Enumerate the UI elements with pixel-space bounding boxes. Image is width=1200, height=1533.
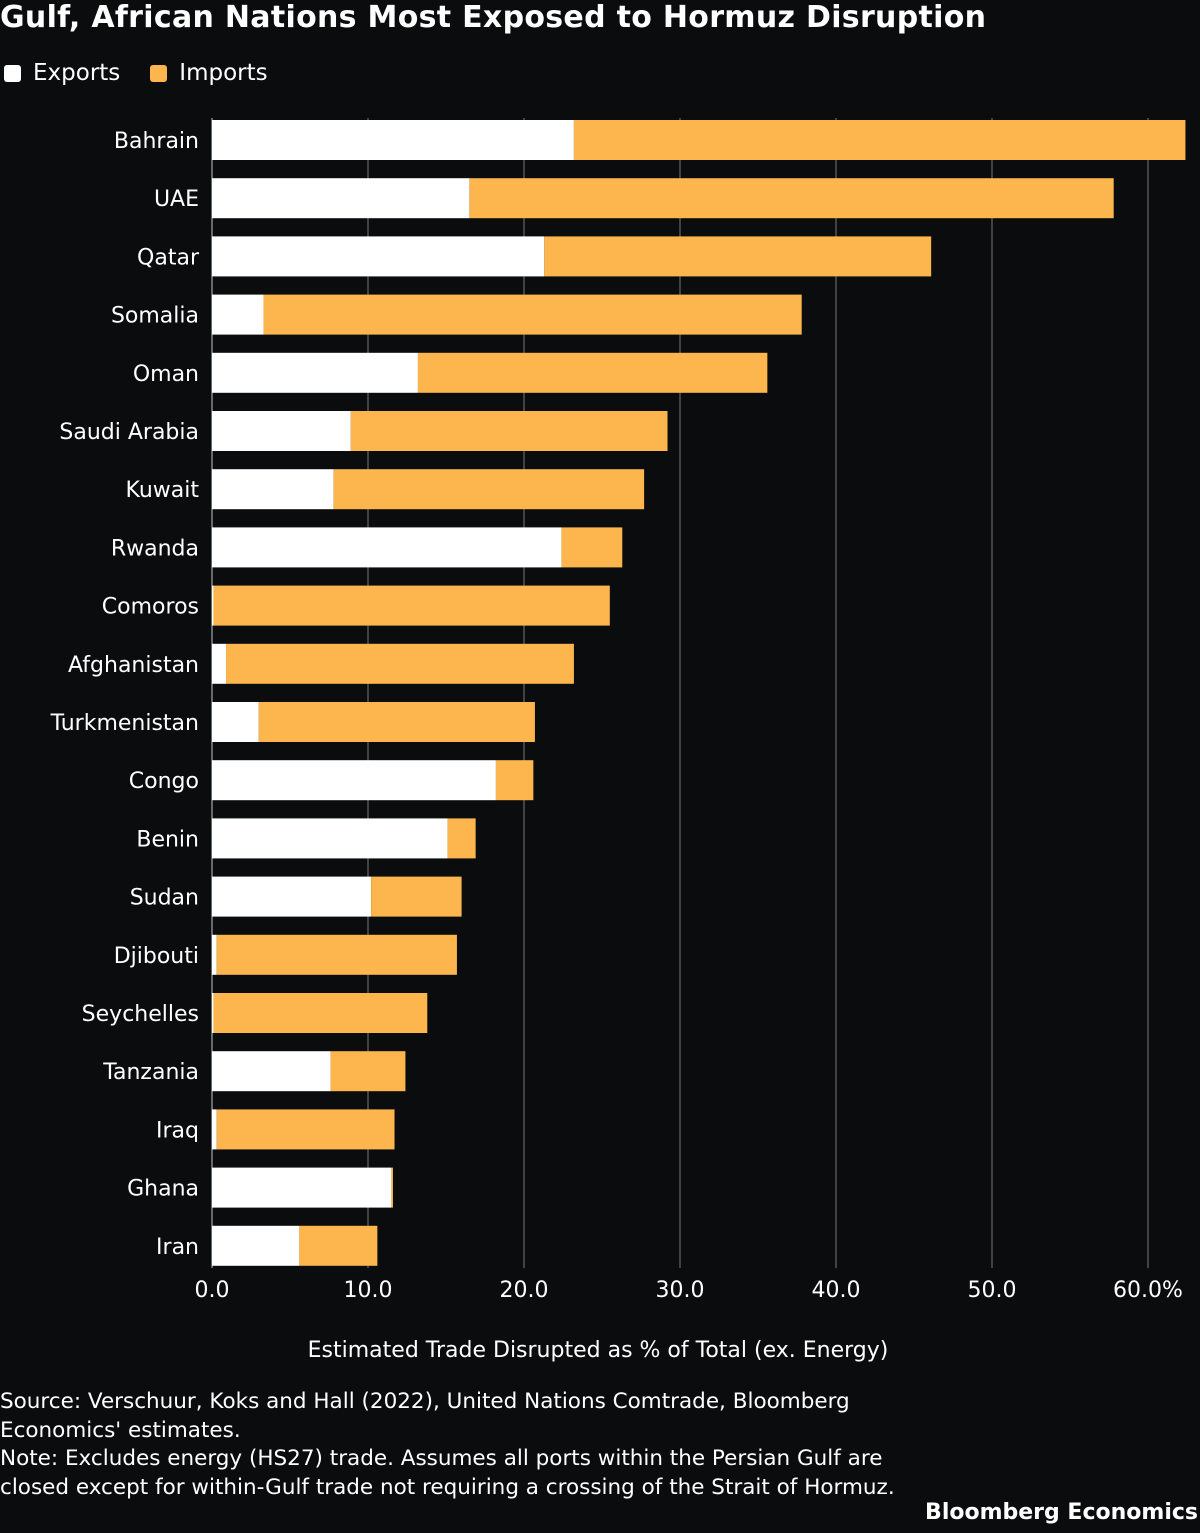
legend-swatch-exports: [4, 64, 21, 82]
bar-imports: [213, 585, 610, 626]
bar-exports: [212, 1225, 300, 1266]
bar-exports: [212, 585, 214, 626]
category-label: Sudan: [130, 886, 199, 911]
bar-exports: [212, 1051, 331, 1092]
category-label: Afghanistan: [68, 653, 199, 678]
bar-exports: [212, 411, 351, 451]
bar-exports: [212, 760, 496, 801]
bar-exports: [212, 178, 470, 219]
bar-imports: [544, 236, 932, 277]
bar-imports: [330, 1051, 406, 1092]
bar-imports: [447, 818, 476, 859]
bar-exports: [212, 527, 562, 568]
footnotes: Source: Verschuur, Koks and Hall (2022),…: [0, 1388, 940, 1502]
category-label: Iran: [156, 1235, 199, 1260]
source-note: Source: Verschuur, Koks and Hall (2022),…: [0, 1389, 850, 1443]
category-label: Seychelles: [82, 1002, 199, 1027]
category-label: Bahrain: [114, 129, 199, 154]
bar-imports: [263, 294, 802, 335]
bar-imports: [226, 643, 574, 684]
x-tick-label: 10.0: [344, 1278, 393, 1303]
x-tick-label: 20.0: [500, 1278, 549, 1303]
bar-imports: [469, 178, 1114, 219]
bar-exports: [212, 993, 214, 1033]
x-axis-title: Estimated Trade Disrupted as % of Total …: [307, 1338, 889, 1363]
bar-exports: [212, 236, 545, 277]
category-label: Turkmenistan: [50, 711, 199, 736]
bar-exports: [212, 469, 334, 510]
category-label: Rwanda: [111, 536, 199, 561]
methodology-note: Note: Excludes energy (HS27) trade. Assu…: [0, 1446, 895, 1500]
bar-imports: [371, 876, 462, 917]
category-label: Kuwait: [126, 478, 200, 503]
category-label: Iraq: [156, 1118, 199, 1143]
legend-item-exports: Exports: [4, 60, 120, 86]
category-label: Tanzania: [102, 1060, 199, 1085]
bar-imports: [391, 1167, 393, 1208]
x-tick-label: 40.0: [812, 1278, 861, 1303]
chart-title: Gulf, African Nations Most Exposed to Ho…: [0, 0, 987, 35]
bar-imports: [216, 934, 457, 975]
bar-imports: [258, 702, 535, 742]
category-label: Djibouti: [114, 944, 199, 969]
bar-imports: [561, 527, 623, 568]
category-label: Comoros: [102, 595, 199, 620]
x-tick-label: 30.0: [656, 1278, 705, 1303]
category-label: Somalia: [111, 304, 199, 329]
bar-imports: [213, 993, 428, 1033]
bar-exports: [212, 352, 418, 393]
category-label: Ghana: [127, 1177, 199, 1202]
bar-imports: [333, 469, 645, 510]
bar-imports: [350, 411, 668, 451]
x-tick-label: 50.0: [968, 1278, 1017, 1303]
legend-swatch-imports: [150, 64, 168, 82]
x-tick-label: 60.0%: [1113, 1278, 1183, 1303]
category-label: Benin: [136, 827, 199, 852]
bar-imports: [417, 352, 768, 393]
bar-imports: [216, 1109, 395, 1150]
x-tick-label: 0.0: [195, 1278, 230, 1303]
legend-label-exports: Exports: [33, 60, 121, 86]
legend-item-imports: Imports: [150, 60, 268, 86]
bar-exports: [212, 120, 574, 160]
bar-exports: [212, 934, 217, 975]
bar-exports: [212, 1167, 392, 1208]
category-label: Oman: [133, 362, 199, 387]
category-label: UAE: [154, 187, 199, 212]
category-label: Saudi Arabia: [59, 420, 199, 445]
category-label: Congo: [129, 769, 199, 794]
bar-imports: [299, 1225, 378, 1266]
bar-exports: [212, 643, 227, 684]
bar-imports: [573, 120, 1186, 160]
category-label: Qatar: [137, 245, 200, 270]
bar-exports: [212, 294, 264, 335]
bar-exports: [212, 702, 259, 742]
bar-exports: [212, 1109, 217, 1150]
legend-label-imports: Imports: [179, 60, 268, 86]
bar-exports: [212, 818, 448, 859]
legend: Exports Imports: [4, 60, 268, 86]
bar-imports: [495, 760, 534, 801]
bar-exports: [212, 876, 372, 917]
brand-logo: Bloomberg Economics: [925, 1500, 1198, 1525]
